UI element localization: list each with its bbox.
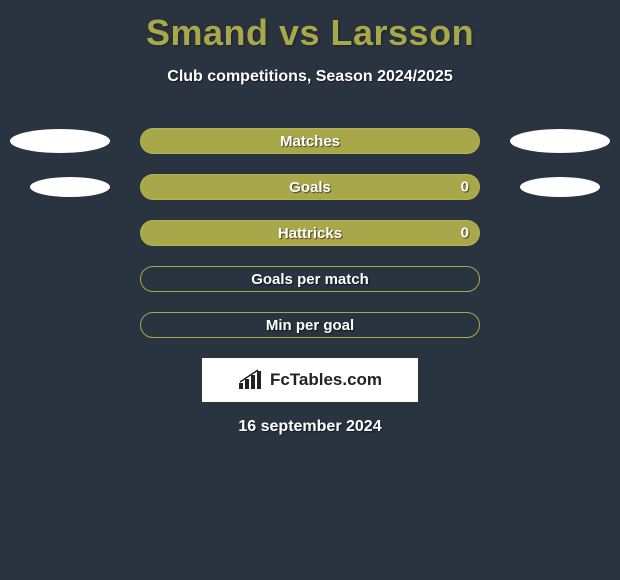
player-left-marker (10, 129, 110, 153)
stat-value: 0 (461, 225, 469, 242)
stat-row-min-per-goal: Min per goal (0, 312, 620, 338)
brand-box: FcTables.com (202, 358, 418, 402)
stat-row-goals-per-match: Goals per match (0, 266, 620, 292)
stat-pill: Goals per match (140, 266, 480, 292)
stat-label: Goals per match (251, 271, 369, 288)
stat-label: Goals (289, 179, 331, 196)
brand-text: FcTables.com (270, 370, 382, 390)
stat-pill: Hattricks 0 (140, 220, 480, 246)
page-subtitle: Club competitions, Season 2024/2025 (0, 68, 620, 86)
stat-pill: Goals 0 (140, 174, 480, 200)
stat-label: Min per goal (266, 317, 354, 334)
stat-row-hattricks: Hattricks 0 (0, 220, 620, 246)
stat-row-goals: Goals 0 (0, 174, 620, 200)
player-right-marker (510, 129, 610, 153)
stat-pill: Matches (140, 128, 480, 154)
page-title: Smand vs Larsson (0, 12, 620, 54)
stat-row-matches: Matches (0, 128, 620, 154)
stat-value: 0 (461, 179, 469, 196)
date-text: 16 september 2024 (0, 418, 620, 436)
stat-label: Hattricks (278, 225, 342, 242)
player-right-marker (520, 177, 600, 197)
chart-icon (238, 369, 264, 391)
player-left-marker (30, 177, 110, 197)
stats-card: Smand vs Larsson Club competitions, Seas… (0, 0, 620, 580)
stat-label: Matches (280, 133, 340, 150)
stat-pill: Min per goal (140, 312, 480, 338)
stat-rows: Matches Goals 0 Hattricks 0 Goals per ma… (0, 128, 620, 338)
